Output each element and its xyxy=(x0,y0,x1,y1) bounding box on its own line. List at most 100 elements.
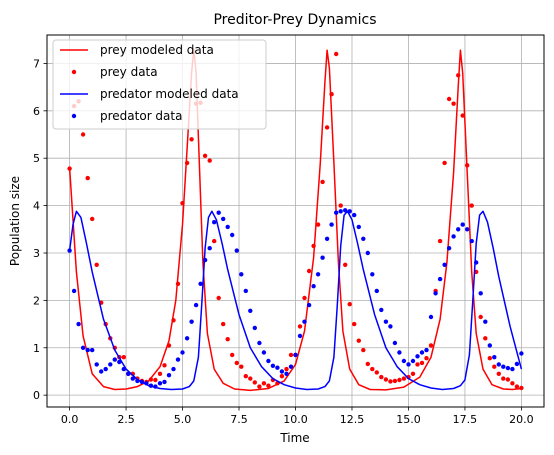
legend-label: predator modeled data xyxy=(100,87,239,101)
prey-data-point xyxy=(121,355,127,360)
predator-data-point xyxy=(437,276,443,282)
predator-data-point xyxy=(397,350,402,355)
predator-data-point xyxy=(320,255,325,260)
prey-data-point xyxy=(401,376,407,381)
prey-data-point xyxy=(469,203,474,208)
predator-data-point xyxy=(126,371,131,376)
y-tick-label: 3 xyxy=(33,247,40,260)
predator-data-point xyxy=(193,302,199,308)
legend-label: prey modeled data xyxy=(100,43,214,57)
predator-data-point xyxy=(428,314,434,320)
prey-data-point xyxy=(424,356,429,361)
x-tick-label: 0.0 xyxy=(61,413,79,426)
prey-data-point xyxy=(428,343,434,348)
prey-data-point xyxy=(388,379,393,384)
predator-data-point xyxy=(514,361,520,367)
prey-data-point xyxy=(180,201,185,206)
predator-data-point xyxy=(184,336,190,341)
prey-data-point xyxy=(225,337,230,342)
predator-data-point xyxy=(94,362,99,367)
y-tick-label: 0 xyxy=(33,389,40,402)
predator-data-point xyxy=(451,234,456,239)
prey-data-point xyxy=(221,321,226,327)
legend-box xyxy=(52,39,267,130)
prey-data-point xyxy=(279,374,285,379)
predator-data-point xyxy=(302,319,307,324)
prey-data-point xyxy=(505,377,511,382)
predator-data-point xyxy=(505,365,511,371)
predator-data-point xyxy=(501,364,506,369)
prey-data-point xyxy=(80,132,86,137)
y-tick-label: 6 xyxy=(33,105,40,118)
prey-data-point xyxy=(514,384,520,389)
predator-data-point xyxy=(329,222,334,227)
prey-data-point xyxy=(334,51,339,57)
x-tick-label: 12.5 xyxy=(340,413,365,426)
predator-data-point xyxy=(379,307,384,313)
predator-data-point xyxy=(221,216,226,222)
prey-data-point xyxy=(324,125,330,130)
prey-data-point xyxy=(85,175,90,181)
predator-data-point xyxy=(90,347,95,353)
prey-modeled-data-line xyxy=(68,48,522,392)
x-tick-label: 20.0 xyxy=(509,413,534,426)
prey-data-point xyxy=(392,378,398,384)
prey-data-point xyxy=(175,281,181,286)
predator-data-point xyxy=(370,272,375,277)
predator-data-point xyxy=(153,384,158,389)
predator-data-point xyxy=(76,321,81,327)
prey-data-point xyxy=(361,347,366,353)
predator-data-point xyxy=(334,210,339,215)
predator-data-point xyxy=(279,369,285,374)
prey-data-point xyxy=(510,381,515,386)
predator-data-point xyxy=(356,224,361,230)
prey-data-point xyxy=(212,238,217,244)
predator-data-point xyxy=(270,363,276,368)
y-ticks: 0 1 2 3 4 5 6 7 xyxy=(33,57,47,402)
prey-data-point xyxy=(243,374,248,379)
prey-data-point xyxy=(415,362,420,367)
prey-data-point xyxy=(306,268,312,274)
x-axis-label: Time xyxy=(279,431,309,445)
prey-data-point xyxy=(410,371,416,376)
predator-data-point xyxy=(410,358,416,364)
predator-data-point xyxy=(343,208,348,213)
predator-data-point xyxy=(487,343,492,348)
predator-data-point xyxy=(492,355,497,360)
y-tick-label: 1 xyxy=(33,342,40,355)
prey-data-point xyxy=(365,361,370,367)
prey-data-point xyxy=(437,238,443,244)
predator-data-point xyxy=(171,366,176,372)
predator-data-point xyxy=(261,350,267,355)
predator-data-point xyxy=(144,381,149,386)
predator-data-point xyxy=(234,248,239,253)
predator-data-point xyxy=(80,345,86,350)
prey-data-point xyxy=(343,262,348,267)
predator-data-point xyxy=(474,260,479,265)
legend-swatch-marker xyxy=(71,69,77,75)
prey-data-point xyxy=(460,113,465,118)
prey-data-point xyxy=(397,377,402,383)
predator-data-point xyxy=(352,212,357,218)
predator-data-point xyxy=(248,308,253,313)
predator-data-point xyxy=(252,325,257,331)
predator-data-point xyxy=(446,246,452,251)
predator-data-point xyxy=(103,366,108,372)
y-axis-label: Population size xyxy=(8,176,22,266)
predator-data-point xyxy=(85,347,90,353)
predator-data-point xyxy=(230,232,235,238)
predator-data-point xyxy=(175,357,181,362)
prey-data-point xyxy=(153,377,158,383)
predator-data-point xyxy=(189,319,194,324)
prey-data-point xyxy=(338,203,343,208)
predator-data-point xyxy=(67,248,72,253)
prey-data-point xyxy=(519,385,524,391)
predator-data-point xyxy=(288,364,294,369)
prey-data-point xyxy=(230,352,235,358)
y-tick-label: 7 xyxy=(33,57,40,70)
prey-data-point xyxy=(297,324,303,329)
predator-data-point xyxy=(130,376,135,381)
predator-data-point xyxy=(243,288,248,294)
prey-data-point xyxy=(248,376,253,381)
prey-data-point xyxy=(374,370,379,375)
